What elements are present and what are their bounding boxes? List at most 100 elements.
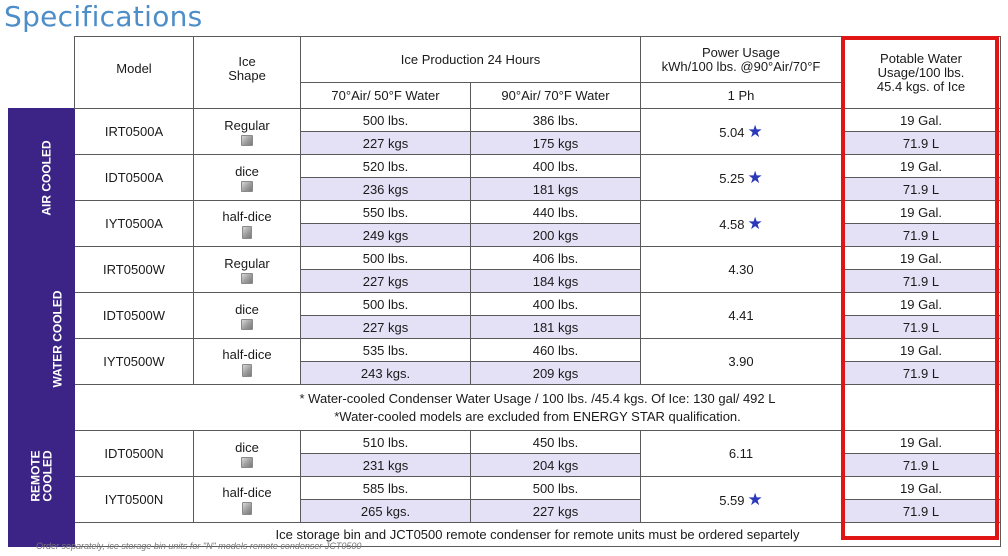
water-usage-gal: 19 Gal. [841,154,1001,178]
power-value: 5.59 [719,492,745,508]
note-line: *Water-cooled models are excluded from E… [334,408,741,424]
power-usage-cell: 4.58 ★ [640,200,842,247]
table-row: 227 kgs 181 kgs 71.9 L [9,315,1001,339]
group-label: REMOTE COOLED [29,450,55,501]
water-usage-gal: 19 Gal. [841,430,1001,454]
specifications-table: Model Ice Shape Ice Production 24 Hours P… [8,36,1001,547]
table-row: 243 kgs. 209 kgs 71.9 L [9,361,1001,385]
dice-cube-icon [241,456,253,468]
production-70-lbs: 585 lbs. [300,476,471,500]
production-90-lbs: 460 lbs. [470,338,641,362]
production-90-lbs: 440 lbs. [470,200,641,224]
power-usage-cell: 4.41 [640,292,842,339]
group-label-cell: AIR COOLED [8,108,75,247]
dice-cube-icon [241,180,253,192]
ice-shape-label: dice [235,163,259,179]
water-usage-gal: 19 Gal. [841,200,1001,224]
water-usage-gal: 19 Gal. [841,108,1001,132]
table-row: REMOTE COOLED IDT0500N dice 510 lbs. 450 lbs.… [8,430,1001,523]
production-70-lbs: 500 lbs. [300,108,471,132]
production-90-lbs: 400 lbs. [470,154,641,178]
table-row: IYT0500A half-dice 550 lbs. 440 lbs. 4.58 ★ 19… [9,200,1001,247]
production-70-lbs: 500 lbs. [300,292,471,316]
model-cell: IYT0500W [74,338,194,385]
note-row: * Water-cooled Condenser Water Usage / 1… [9,384,1001,431]
water-usage-liters: 71.9 L [841,177,1001,201]
regular-cube-icon [241,134,253,146]
ice-shape-cell: Regular [193,108,301,155]
ice-shape-label: Regular [224,117,270,133]
water-usage-gal: 19 Gal. [841,338,1001,362]
production-90-kgs: 209 kgs [470,361,641,385]
ice-shape-cell: half-dice [193,200,301,247]
table-row: AIR COOLED IRT0500A Regular 500 lbs. 386 lbs… [8,108,1001,247]
production-90-lbs: 500 lbs. [470,476,641,500]
header-ice-shape: Ice Shape [193,36,301,109]
ice-shape-cell: dice [193,292,301,339]
table-row: 249 kgs 200 kgs 71.9 L [9,223,1001,247]
production-90-kgs: 204 kgs [470,453,641,477]
production-90-kgs: 184 kgs [470,269,641,293]
production-90-kgs: 181 kgs [470,315,641,339]
ice-shape-label: Regular [224,255,270,271]
footer-row: Ice storage bin and JCT0500 remote conde… [8,522,1001,547]
footer-sidebar-cell [8,522,75,547]
header-prod-90-air: 90°Air/ 70°F Water [470,82,641,109]
power-usage-cell: 5.59 ★ [640,476,842,523]
group-label-cell: REMOTE COOLED [8,430,75,523]
half-dice-cube-icon [242,225,252,239]
power-usage-cell: 5.04 ★ [640,108,842,155]
model-cell: IYT0500A [74,200,194,247]
production-70-kgs: 227 kgs [300,131,471,155]
production-90-lbs: 400 lbs. [470,292,641,316]
group-label: WATER COOLED [50,290,65,388]
power-value: 3.90 [728,354,754,369]
header-ice-production: Ice Production 24 Hours [300,36,641,83]
model-cell: IRT0500W [74,246,194,293]
table-row: 231 kgs 204 kgs 71.9 L [9,453,1001,477]
water-usage-liters: 71.9 L [841,131,1001,155]
header-model: Model [74,36,194,109]
production-70-kgs: 236 kgs [300,177,471,201]
water-usage-liters: 71.9 L [841,315,1001,339]
header-potable-water: Potable Water Usage/100 lbs. 45.4 kgs. of … [841,36,1001,109]
power-value: 6.11 [728,446,754,461]
half-dice-cube-icon [242,363,252,377]
production-70-lbs: 520 lbs. [300,154,471,178]
energy-star-icon: ★ [747,489,763,509]
water-cooled-note: * Water-cooled Condenser Water Usage / 1… [74,384,1001,431]
note-line: * Water-cooled Condenser Water Usage / 1… [299,390,776,406]
energy-star-icon: ★ [747,213,763,233]
ice-shape-cell: dice [193,430,301,477]
power-value: 5.25 [719,170,745,186]
power-usage-cell: 3.90 [640,338,842,385]
ice-shape-cell: half-dice [193,338,301,385]
production-70-kgs: 231 kgs [300,453,471,477]
ice-shape-cell: dice [193,154,301,201]
water-usage-liters: 71.9 L [841,361,1001,385]
energy-star-icon: ★ [747,167,763,187]
production-70-kgs: 249 kgs [300,223,471,247]
ice-shape-cell: Regular [193,246,301,293]
production-70-lbs: 510 lbs. [300,430,471,454]
production-70-kgs: 227 kgs [300,269,471,293]
header-prod-70-air: 70°Air/ 50°F Water [300,82,471,109]
regular-cube-icon [241,272,253,284]
production-90-lbs: 406 lbs. [470,246,641,270]
ice-shape-label: half-dice [222,484,272,500]
production-70-kgs: 265 kgs. [300,499,471,523]
energy-star-icon: ★ [747,121,763,141]
production-70-kgs: 227 kgs [300,315,471,339]
model-cell: IYT0500N [74,476,194,523]
table-row: IYT0500N half-dice 585 lbs. 500 lbs. 5.59 ★ 19… [9,476,1001,523]
table-row: IDT0500W dice 500 lbs. 400 lbs. 4.41 19 Gal. [9,292,1001,339]
water-usage-gal: 19 Gal. [841,292,1001,316]
production-90-lbs: 386 lbs. [470,108,641,132]
production-90-kgs: 200 kgs [470,223,641,247]
water-usage-liters: 71.9 L [841,499,1001,523]
ice-shape-label: dice [235,439,259,455]
model-cell: IDT0500N [74,430,194,477]
production-90-kgs: 227 kgs [470,499,641,523]
half-dice-cube-icon [242,501,252,515]
power-value: 5.04 [719,124,745,140]
